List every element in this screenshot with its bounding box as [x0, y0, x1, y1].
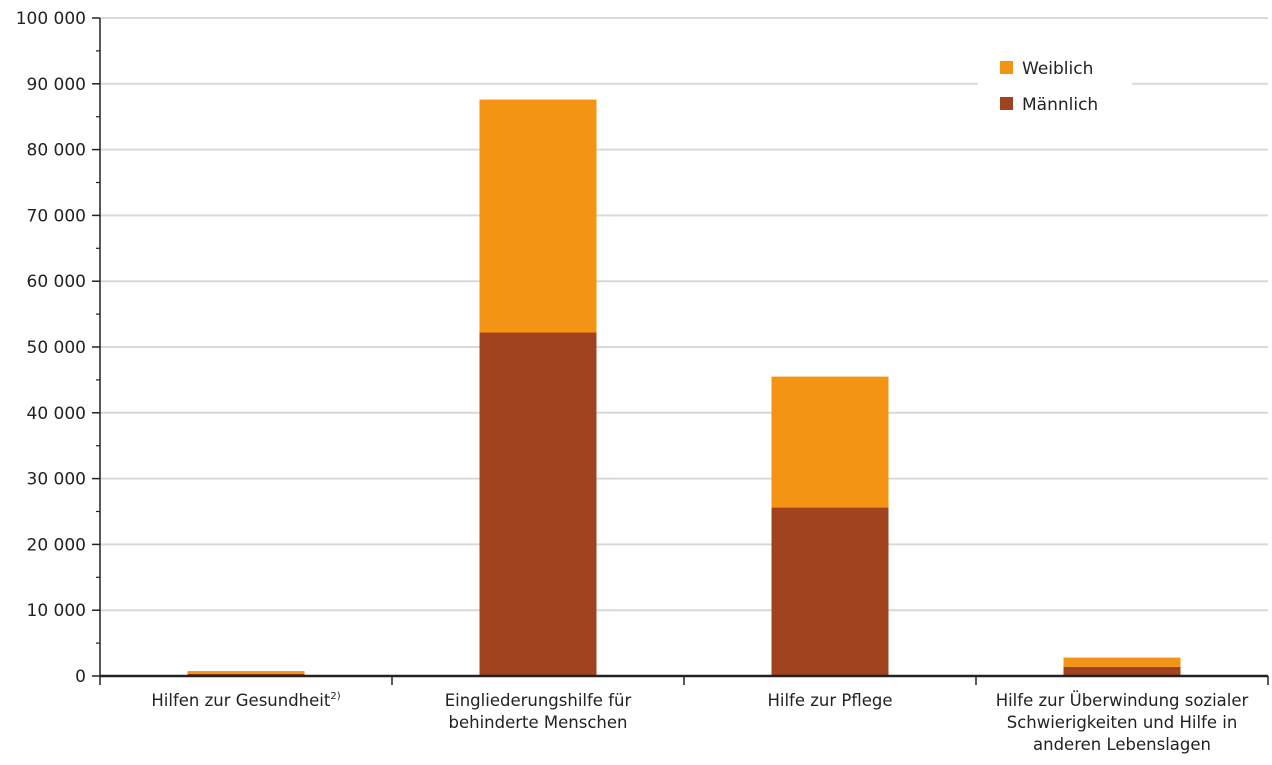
x-category-label: Eingliederungshilfe für: [445, 691, 632, 710]
bars: [187, 99, 1181, 676]
bar-weiblich-3: [1063, 657, 1181, 667]
bar-weiblich-1: [479, 99, 597, 333]
footnote-marker: 2): [330, 691, 340, 702]
y-tick-label: 50 000: [27, 338, 86, 358]
y-tick-label: 70 000: [27, 206, 86, 226]
bar-mnnlich-1: [479, 332, 597, 676]
y-tick-label: 80 000: [27, 141, 86, 161]
legend-label: Weiblich: [1022, 59, 1093, 79]
x-category-label: behinderte Menschen: [449, 713, 628, 732]
bar-mnnlich-3: [1063, 666, 1181, 676]
x-category-label: Schwierigkeiten und Hilfe in: [1007, 713, 1238, 732]
y-tick-label: 30 000: [27, 470, 86, 490]
y-tick-label: 40 000: [27, 404, 86, 424]
bar-mnnlich-2: [771, 507, 889, 676]
y-tick-label: 20 000: [27, 535, 86, 555]
x-category-label: Hilfen zur Gesundheit2): [151, 691, 340, 710]
legend-swatch: [1000, 61, 1013, 74]
axes: 0 10 000 20 000 30 000 40 000 50 000 60 000 70 …: [16, 9, 1269, 754]
legend-swatch: [1000, 97, 1013, 110]
y-tick-label: 10 000: [27, 601, 86, 621]
x-category-label: Hilfe zur Pflege: [767, 691, 892, 710]
bar-weiblich-2: [771, 376, 889, 508]
legend: Weiblich Männlich: [978, 46, 1132, 122]
grid-lines: [100, 17, 1268, 612]
y-tick-label: 90 000: [27, 75, 86, 95]
legend-label: Männlich: [1022, 95, 1098, 115]
x-category-label: anderen Lebenslagen: [1033, 735, 1211, 754]
y-tick-label: 60 000: [27, 272, 86, 292]
y-tick-label: 0: [75, 667, 86, 687]
bar-weiblich-0: [187, 671, 305, 674]
y-tick-label: 100 000: [16, 9, 86, 29]
x-category-label: Hilfe zur Überwindung sozialer: [996, 691, 1249, 710]
